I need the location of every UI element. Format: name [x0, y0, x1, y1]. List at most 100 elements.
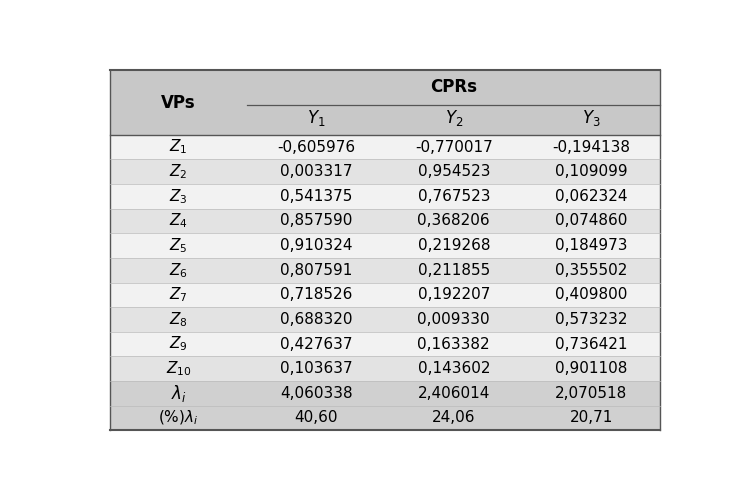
Text: $Y_{1}$: $Y_{1}$ — [307, 108, 326, 128]
Bar — [247, 307, 385, 332]
Text: 0,427637: 0,427637 — [280, 337, 352, 352]
Text: $Z_{6}$: $Z_{6}$ — [169, 261, 188, 279]
Text: VPs: VPs — [161, 93, 196, 112]
Bar — [247, 356, 385, 381]
Bar — [110, 209, 247, 233]
Text: 0,910324: 0,910324 — [280, 238, 352, 253]
Bar — [522, 233, 660, 258]
Bar — [110, 135, 247, 159]
Text: $Z_{10}$: $Z_{10}$ — [166, 359, 192, 378]
Bar — [522, 406, 660, 430]
Bar — [522, 307, 660, 332]
Bar — [110, 307, 247, 332]
Text: 0,573232: 0,573232 — [555, 312, 628, 327]
Text: $Y_{2}$: $Y_{2}$ — [445, 108, 463, 128]
Bar — [522, 282, 660, 307]
Bar — [385, 282, 522, 307]
Text: 0,003317: 0,003317 — [280, 164, 352, 179]
Bar — [385, 307, 522, 332]
Bar — [522, 159, 660, 184]
Text: 0,954523: 0,954523 — [417, 164, 490, 179]
Bar — [385, 233, 522, 258]
Text: CPRs: CPRs — [430, 78, 477, 96]
Text: $Z_{7}$: $Z_{7}$ — [169, 285, 188, 304]
Bar — [247, 70, 660, 104]
Text: 0,736421: 0,736421 — [555, 337, 628, 352]
Bar — [247, 258, 385, 282]
Bar — [247, 209, 385, 233]
Bar — [522, 104, 660, 135]
Bar — [385, 209, 522, 233]
Bar — [385, 406, 522, 430]
Text: 24,06: 24,06 — [432, 410, 476, 426]
Text: 0,103637: 0,103637 — [280, 361, 352, 376]
Text: $Z_{2}$: $Z_{2}$ — [169, 162, 188, 181]
Text: 0,143602: 0,143602 — [417, 361, 490, 376]
Bar — [110, 356, 247, 381]
Text: $Z_{8}$: $Z_{8}$ — [169, 310, 188, 329]
Text: 0,355502: 0,355502 — [555, 263, 628, 278]
Bar — [110, 184, 247, 209]
Bar — [385, 381, 522, 406]
Bar — [110, 159, 247, 184]
Bar — [247, 406, 385, 430]
Bar — [385, 104, 522, 135]
Text: 40,60: 40,60 — [295, 410, 338, 426]
Text: 0,109099: 0,109099 — [555, 164, 628, 179]
Bar — [110, 381, 247, 406]
Bar — [385, 258, 522, 282]
Bar — [522, 209, 660, 233]
Bar — [110, 233, 247, 258]
Text: 0,807591: 0,807591 — [280, 263, 352, 278]
Text: 0,163382: 0,163382 — [417, 337, 490, 352]
Bar — [247, 381, 385, 406]
Bar — [110, 258, 247, 282]
Bar — [522, 184, 660, 209]
Bar — [247, 184, 385, 209]
Bar — [247, 135, 385, 159]
Bar — [247, 282, 385, 307]
Text: -0,605976: -0,605976 — [277, 140, 355, 154]
Text: $Z_{9}$: $Z_{9}$ — [169, 335, 188, 353]
Text: $Z_{5}$: $Z_{5}$ — [169, 236, 188, 255]
Bar — [522, 135, 660, 159]
Text: 0,074860: 0,074860 — [555, 214, 628, 228]
Bar — [522, 258, 660, 282]
Text: $Y_{3}$: $Y_{3}$ — [582, 108, 601, 128]
Text: -0,770017: -0,770017 — [415, 140, 493, 154]
Text: 0,409800: 0,409800 — [555, 287, 628, 303]
Bar — [110, 70, 247, 135]
Text: 0,767523: 0,767523 — [417, 189, 490, 204]
Text: 4,060338: 4,060338 — [280, 386, 352, 401]
Text: 0,211855: 0,211855 — [417, 263, 490, 278]
Bar — [385, 135, 522, 159]
Bar — [385, 356, 522, 381]
Text: 0,192207: 0,192207 — [417, 287, 490, 303]
Text: 0,184973: 0,184973 — [555, 238, 628, 253]
Text: 2,406014: 2,406014 — [417, 386, 490, 401]
Text: 0,901108: 0,901108 — [555, 361, 628, 376]
Text: $Z_{4}$: $Z_{4}$ — [169, 212, 188, 230]
Bar — [110, 332, 247, 356]
Bar — [522, 332, 660, 356]
Text: 0,718526: 0,718526 — [280, 287, 352, 303]
Bar — [385, 159, 522, 184]
Bar — [247, 332, 385, 356]
Bar — [247, 159, 385, 184]
Text: 0,368206: 0,368206 — [417, 214, 490, 228]
Text: 2,070518: 2,070518 — [555, 386, 628, 401]
Bar — [110, 406, 247, 430]
Text: 0,062324: 0,062324 — [555, 189, 628, 204]
Bar — [385, 184, 522, 209]
Text: 20,71: 20,71 — [570, 410, 613, 426]
Text: -0,194138: -0,194138 — [553, 140, 630, 154]
Bar — [247, 104, 385, 135]
Text: 0,541375: 0,541375 — [280, 189, 352, 204]
Bar — [385, 332, 522, 356]
Bar — [522, 356, 660, 381]
Text: 0,857590: 0,857590 — [280, 214, 352, 228]
Text: $(\%)\lambda_{i}$: $(\%)\lambda_{i}$ — [158, 409, 198, 427]
Text: $\lambda_{i}$: $\lambda_{i}$ — [171, 383, 186, 404]
Text: 0,688320: 0,688320 — [280, 312, 352, 327]
Bar — [247, 233, 385, 258]
